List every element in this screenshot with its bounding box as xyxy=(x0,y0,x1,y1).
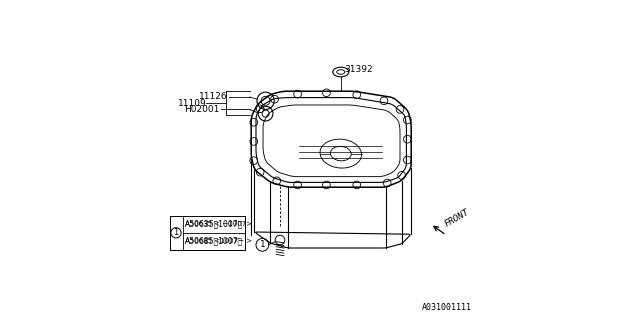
Text: 11126: 11126 xyxy=(198,92,227,101)
Text: A50685〈1007〉: A50685〈1007〉 xyxy=(186,236,243,245)
Text: 11109: 11109 xyxy=(178,99,206,108)
Text: FRONT: FRONT xyxy=(443,208,471,229)
Text: 1: 1 xyxy=(173,228,179,237)
Text: A50635〈1007〉: A50635〈1007〉 xyxy=(186,220,244,228)
Text: A031001111: A031001111 xyxy=(422,303,472,312)
Text: 1: 1 xyxy=(260,240,265,249)
Text: A50685 <1007− >: A50685 <1007− > xyxy=(186,238,252,244)
Text: H02001: H02001 xyxy=(184,105,219,114)
Bar xyxy=(170,216,245,250)
Text: A50635 < −1007>: A50635 < −1007> xyxy=(186,221,252,227)
Text: 31392: 31392 xyxy=(344,65,372,74)
